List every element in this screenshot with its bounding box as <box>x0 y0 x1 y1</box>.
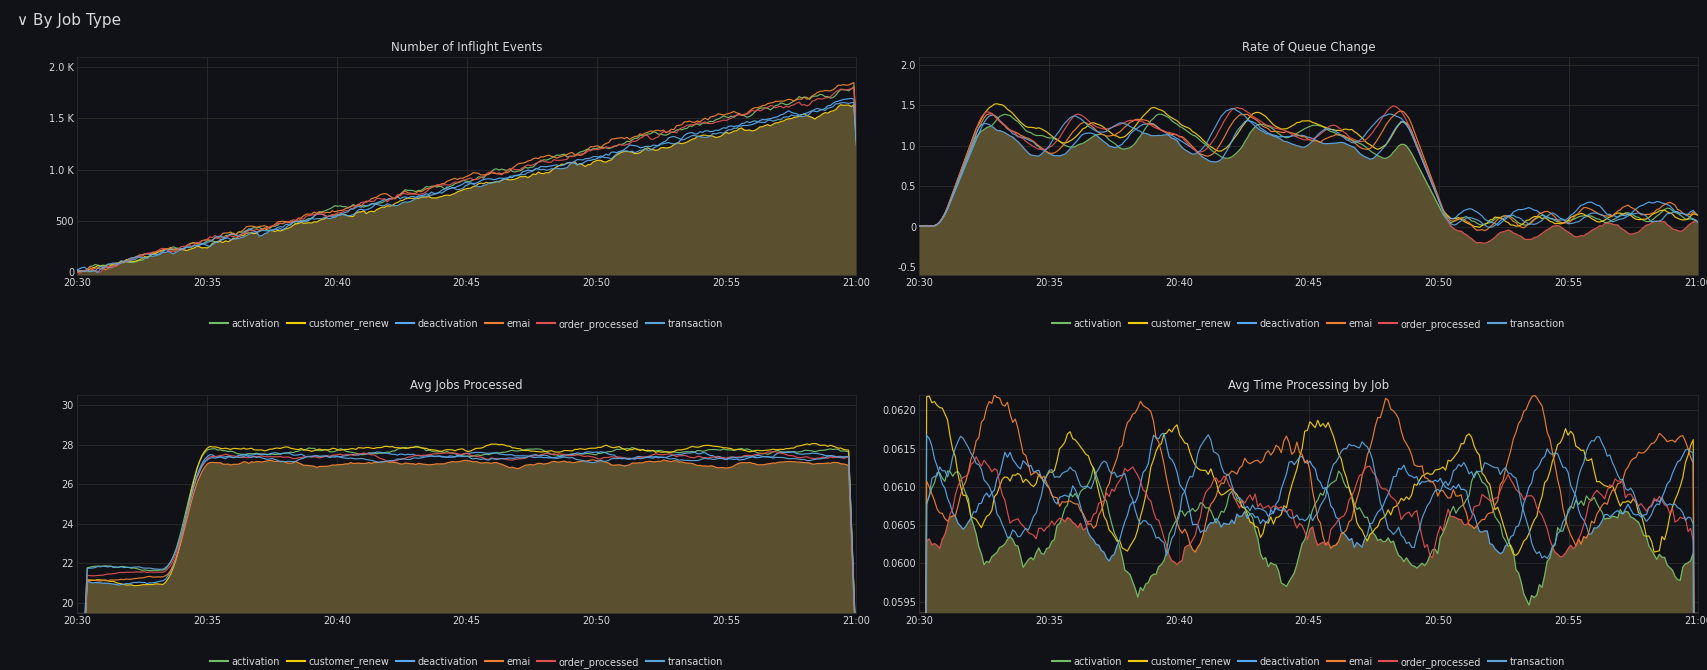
Legend: activation, customer_renew, deactivation, emai, order_processed, transaction: activation, customer_renew, deactivation… <box>207 653 727 670</box>
Legend: activation, customer_renew, deactivation, emai, order_processed, transaction: activation, customer_renew, deactivation… <box>1048 653 1569 670</box>
Title: Avg Time Processing by Job: Avg Time Processing by Job <box>1227 379 1389 393</box>
Title: Number of Inflight Events: Number of Inflight Events <box>391 42 543 54</box>
Title: Rate of Queue Change: Rate of Queue Change <box>1241 42 1376 54</box>
Text: ∨ By Job Type: ∨ By Job Type <box>17 13 121 27</box>
Title: Avg Jobs Processed: Avg Jobs Processed <box>410 379 522 393</box>
Legend: activation, customer_renew, deactivation, emai, order_processed, transaction: activation, customer_renew, deactivation… <box>1048 315 1569 334</box>
Legend: activation, customer_renew, deactivation, emai, order_processed, transaction: activation, customer_renew, deactivation… <box>207 315 727 334</box>
